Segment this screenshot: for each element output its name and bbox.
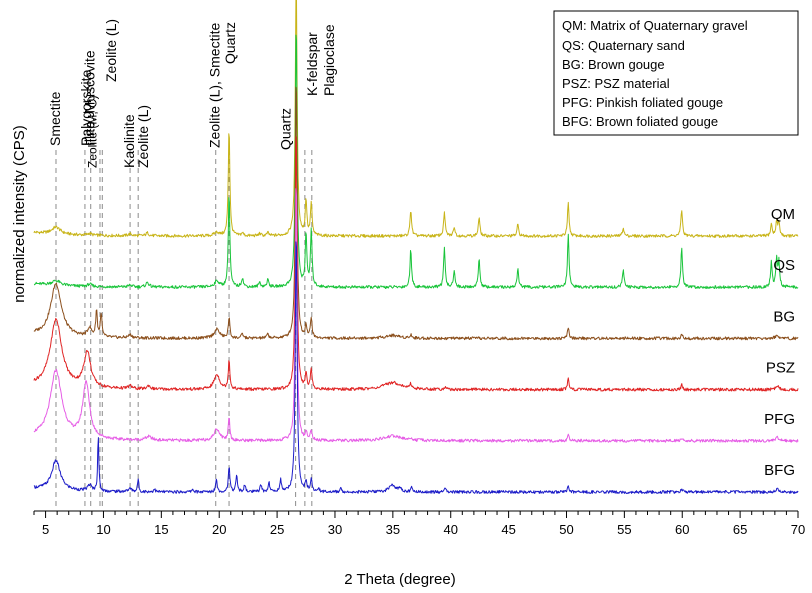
x-tick-label: 10 [96,522,110,537]
peak-label: Palygorskite [78,70,94,146]
y-axis-title: normalized intensity (CPS) [11,125,28,303]
peak-marker-lines [55,150,313,508]
x-tick-label: 25 [270,522,284,537]
x-tick-label: 50 [559,522,573,537]
series-line-psz [33,136,799,392]
legend-entry-qm: QM: Matrix of Quaternary gravel [562,18,748,33]
series-label-qs: QS [773,257,795,274]
x-axis-ticks [33,511,799,518]
legend-entry-psz: PSZ: PSZ material [562,76,670,91]
peak-label: Zeolite (L) [103,19,119,82]
series-label-psz: PSZ [766,360,795,377]
x-tick-label: 60 [675,522,689,537]
x-tick-label: 55 [617,522,631,537]
x-tick-label: 70 [791,522,805,537]
peak-label: Quartz [222,22,238,64]
legend-entry-bg: BG: Brown gouge [562,57,665,72]
series-line-qm [33,0,799,238]
legend: QM: Matrix of Quaternary gravel QS: Quat… [553,10,799,136]
peak-label: Illite, Muscovite [82,50,98,146]
series-label-bfg: BFG [764,462,795,479]
legend-entry-bfg: BFG: Brown foliated gouge [562,114,718,129]
series-line-qs [33,34,799,290]
x-tick-label: 40 [443,522,457,537]
series-label-bg: BG [773,308,795,325]
peak-label: Kaolinite [121,114,137,168]
peak-label: Zeolite (L), Smectite [207,23,223,148]
x-tick-label: 45 [501,522,515,537]
x-tick-label: 20 [212,522,226,537]
peak-label: Zeolite (M, C) [85,95,99,168]
legend-entry-qs: QS: Quaternary sand [562,38,685,53]
series-layer [33,0,799,494]
peak-label: Plagioclase [321,24,337,96]
x-tick-label: 15 [154,522,168,537]
series-labels: QM QS BG PSZ PFG BFG [764,206,795,479]
x-tick-label: 5 [42,522,49,537]
peak-label: Smectite [47,91,63,146]
x-axis-title: 2 Theta (degree) [344,571,455,588]
x-tick-label: 65 [733,522,747,537]
x-tick-label: 35 [386,522,400,537]
x-tick-label: 30 [328,522,342,537]
series-line-bg [33,86,799,341]
series-line-pfg [33,188,799,443]
peak-label: Zeolite (L) [135,105,151,168]
series-label-pfg: PFG [764,411,795,428]
legend-box [553,10,799,136]
x-axis-tick-labels: 5 10 15 20 25 30 35 40 45 50 55 60 65 70 [42,522,805,537]
peak-label: Quartz [278,108,294,150]
series-label-qm: QM [771,206,795,223]
peak-label: K-feldspar [304,32,320,96]
legend-entry-pfg: PFG: Pinkish foliated gouge [562,95,723,110]
series-line-bfg [33,241,799,494]
